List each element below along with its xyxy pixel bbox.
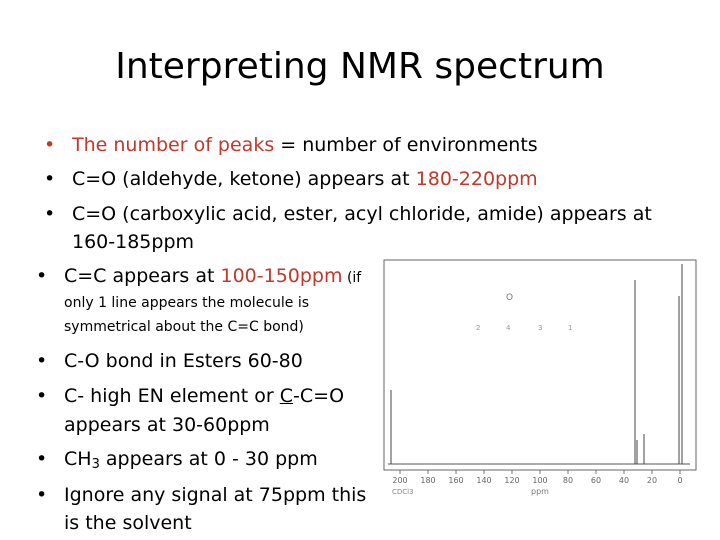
svg-text:3: 3 <box>538 324 542 332</box>
spectrum-axis-unit: ppm <box>531 487 549 496</box>
ch3-text: CH <box>64 448 92 470</box>
tick-label: 120 <box>504 476 519 485</box>
carboxylic-line2: 160-185ppm <box>72 231 195 253</box>
cc-range: 100-150ppm <box>220 265 343 287</box>
ch3-subscript: 3 <box>91 457 100 472</box>
tick-label: 80 <box>563 476 573 485</box>
aldehyde-range: 180-220ppm <box>415 168 538 190</box>
svg-text:1: 1 <box>568 324 572 332</box>
cc-text: C=C appears at <box>64 265 221 287</box>
spectrum-left-label: CDCl3 <box>392 488 414 496</box>
high-en-text: C- high EN element or <box>64 385 280 407</box>
bullet-dot: • <box>36 385 48 407</box>
solvent-line1: Ignore any signal at 75ppm this <box>64 484 367 506</box>
svg-text:O: O <box>506 293 513 303</box>
bullet-dot: • <box>44 168 56 190</box>
bullet-dot: • <box>36 350 48 372</box>
tick-label: 160 <box>448 476 463 485</box>
bullet-dot: • <box>36 484 48 506</box>
bullet-dot: • <box>44 203 56 225</box>
tick-label: 180 <box>420 476 435 485</box>
cc-note-line3: symmetrical about the C=C bond) <box>64 319 304 335</box>
bullet-dot: • <box>36 448 48 470</box>
tick-label: 200 <box>392 476 407 485</box>
svg-text:4: 4 <box>506 324 511 332</box>
tick-label: 0 <box>677 476 682 485</box>
tick-label: 20 <box>647 476 657 485</box>
slide-title: Interpreting NMR spectrum <box>115 46 605 87</box>
cc-note-line2: only 1 line appears the molecule is <box>64 295 310 311</box>
spectrum-frame <box>383 259 697 471</box>
solvent-line2: is the solvent <box>64 512 192 534</box>
aldehyde-text: C=O (aldehyde, ketone) appears at <box>72 168 416 190</box>
carboxylic-line1: C=O (carboxylic acid, ester, acyl chlori… <box>72 203 652 225</box>
peaks-highlight: The number of peaks <box>72 134 275 156</box>
esters-text: C-O bond in Esters 60-80 <box>64 350 303 372</box>
tick-label: 60 <box>591 476 601 485</box>
cc-note: (if <box>342 270 362 286</box>
svg-text:2: 2 <box>476 324 480 332</box>
ch3-tail: appears at 0 - 30 ppm <box>99 448 318 470</box>
high-en-tail: -C=O <box>293 385 345 407</box>
tick-label: 40 <box>619 476 629 485</box>
bullet-dot: • <box>44 134 56 156</box>
high-en-underlined-c: C <box>279 385 294 407</box>
peaks-text: = number of environments <box>274 134 538 156</box>
high-en-line2: appears at 30-60ppm <box>64 414 270 436</box>
bullet-dot: • <box>36 265 48 287</box>
nmr-spectrum-image: O 2 4 3 1 200 180 160 140 120 100 80 60 … <box>383 259 697 496</box>
tick-label: 100 <box>532 476 547 485</box>
tick-label: 140 <box>476 476 491 485</box>
